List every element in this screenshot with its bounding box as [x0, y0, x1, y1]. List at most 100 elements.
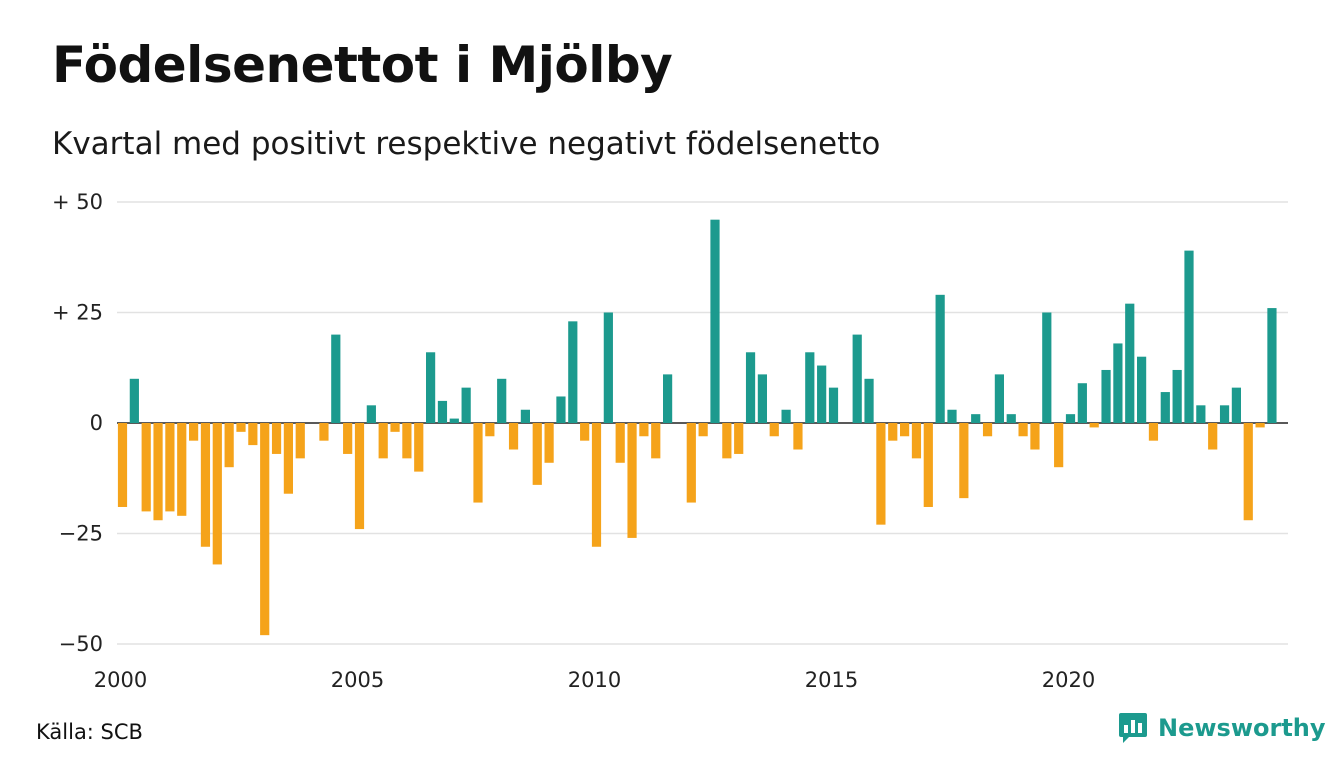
bar [805, 352, 815, 423]
bar [663, 374, 673, 423]
bar [923, 423, 933, 507]
bar [366, 405, 376, 423]
bar [982, 423, 993, 437]
bar [437, 400, 448, 423]
bar [1267, 308, 1277, 423]
bar [1089, 423, 1099, 428]
bar [1160, 392, 1170, 423]
bar [189, 423, 199, 441]
bar [260, 423, 270, 636]
bar [1208, 423, 1218, 450]
y-tick-label: + 25 [52, 301, 103, 325]
x-tick-label: 2005 [331, 668, 384, 692]
bar [473, 423, 483, 503]
bar [817, 365, 827, 423]
bar [615, 423, 625, 463]
bar [129, 378, 139, 423]
bar [793, 423, 803, 450]
bar [497, 378, 507, 423]
bar [271, 423, 282, 454]
bar [959, 423, 969, 499]
bar [141, 423, 151, 512]
x-axis-tick-labels: 2000 2005 2010 2015 2020 [94, 668, 1095, 692]
bar [1006, 414, 1016, 423]
bar [331, 334, 341, 423]
brand-name: Newsworthy [1158, 714, 1326, 742]
bar [911, 423, 922, 459]
y-axis-tick-labels: + 50 + 25 0 −25 −50 [52, 190, 103, 656]
bar [1077, 383, 1087, 423]
bar [1054, 423, 1064, 468]
bar [947, 409, 957, 423]
source-note: Källa: SCB [36, 720, 143, 744]
bar [248, 423, 258, 446]
newsworthy-logo-icon [1119, 713, 1147, 743]
bar [864, 378, 874, 423]
bar [402, 423, 412, 459]
bar [449, 418, 459, 423]
bar [556, 396, 566, 423]
bar [769, 423, 779, 437]
bar [888, 423, 898, 441]
bar [781, 409, 791, 423]
bar [485, 423, 495, 437]
bar [1137, 356, 1147, 423]
bar [745, 352, 756, 423]
bar [212, 423, 222, 565]
bar [1172, 369, 1182, 423]
bar [414, 423, 424, 472]
bar [900, 423, 910, 437]
bar [710, 219, 720, 423]
bar [532, 423, 542, 485]
bar [117, 423, 128, 507]
bar [1255, 423, 1265, 428]
bar [1042, 312, 1052, 423]
bar [935, 294, 945, 423]
bar [568, 321, 578, 423]
bar [283, 423, 293, 494]
bar [1219, 405, 1230, 423]
bar [200, 423, 211, 547]
bar [354, 423, 365, 530]
x-tick-label: 2000 [94, 668, 147, 692]
bar [686, 423, 696, 503]
chart-subtitle: Kvartal med positivt respektive negativt… [52, 126, 881, 162]
bar [994, 374, 1004, 423]
bar [591, 423, 602, 547]
bar [153, 423, 163, 521]
bar [722, 423, 732, 459]
bar [1065, 414, 1076, 423]
bar [390, 423, 400, 432]
bar [627, 423, 637, 538]
bar [1018, 423, 1028, 437]
y-tick-label: −50 [59, 632, 103, 656]
chart-title: Födelsenettot i Mjölby [52, 36, 673, 94]
bar [1148, 423, 1159, 441]
y-tick-label: 0 [90, 411, 103, 435]
bar [757, 374, 767, 423]
bar [639, 423, 649, 437]
bar [1243, 423, 1253, 521]
bar [295, 423, 305, 459]
bar [828, 387, 839, 423]
brand-logo: Newsworthy [1118, 712, 1326, 744]
bar [1184, 250, 1194, 423]
bar [508, 423, 519, 450]
bar [224, 423, 234, 468]
bar [580, 423, 590, 441]
x-tick-label: 2020 [1042, 668, 1095, 692]
bar [1113, 343, 1123, 423]
bar [378, 423, 388, 459]
bar [343, 423, 353, 454]
bar [1231, 387, 1241, 423]
bar [236, 423, 246, 432]
bar [544, 423, 554, 463]
bar [1030, 423, 1040, 450]
x-tick-label: 2015 [805, 668, 858, 692]
bar [734, 423, 744, 454]
bar [1125, 303, 1135, 423]
y-tick-label: −25 [59, 522, 103, 546]
y-tick-label: + 50 [52, 190, 103, 214]
bar [876, 423, 886, 525]
